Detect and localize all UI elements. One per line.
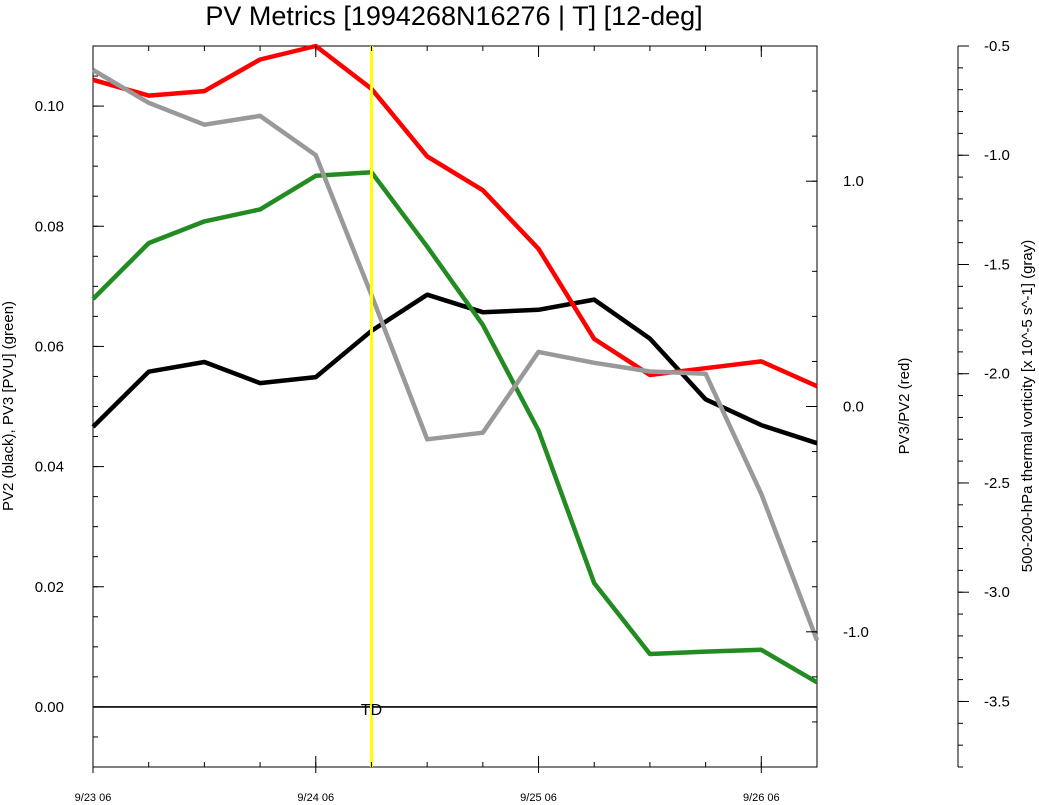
plot-area: TD: [91, 43, 820, 768]
left-tick-label: 0.00: [35, 699, 64, 716]
left-tick-label: 0.10: [35, 98, 64, 115]
x-tick-label: 9/23 06: [75, 792, 112, 804]
series-line-1: [91, 169, 819, 685]
left-axis-label: PV2 (black), PV3 [PVU] (green): [0, 301, 17, 511]
far-right-tick-label: -2.5: [984, 475, 1010, 492]
left-tick-label: 0.06: [35, 338, 64, 355]
td-marker-label: TD: [361, 702, 382, 719]
far-right-tick-label: -1.5: [984, 256, 1010, 273]
far-right-tick-label: -1.0: [984, 147, 1010, 164]
right-axis: 1.0 0.0 -1.0: [806, 45, 869, 768]
left-tick-label: 0.08: [35, 218, 64, 235]
far-right-axis-label: 500-200-hPa thermal vorticity [x 10^-5 s…: [1019, 240, 1036, 573]
plot-frame: [92, 45, 818, 768]
x-tick-label: 9/26 06: [743, 792, 780, 804]
series-line-3: [91, 68, 820, 642]
right-tick-label: 1.0: [843, 173, 864, 190]
right-tick-label: 0.0: [843, 399, 864, 416]
left-axis: 0.00 0.02 0.04 0.06 0.08 0.10: [35, 45, 104, 768]
left-tick-label: 0.04: [35, 459, 64, 476]
series-line-0: [91, 292, 818, 446]
far-right-tick-label: -3.0: [984, 584, 1010, 601]
far-right-axis: -0.5 -1.0 -1.5 -2.0 -2.5 -3.0 -3.5: [957, 38, 1010, 768]
far-right-tick-label: -2.0: [984, 366, 1010, 383]
right-tick-label: -1.0: [843, 624, 869, 641]
x-tick-label: 9/25 06: [520, 792, 557, 804]
series-line-2: [92, 43, 818, 389]
far-right-tick-label: -0.5: [984, 38, 1010, 55]
x-axis: 9/23 06 9/24 06 9/25 06 9/26 06: [75, 46, 818, 804]
chart-title: PV Metrics [1994268N16276 | T] [12-deg]: [205, 1, 702, 31]
far-right-tick-label: -3.5: [984, 693, 1010, 710]
x-tick-label: 9/24 06: [297, 792, 334, 804]
right-axis-label: PV3/PV2 (red): [896, 358, 913, 455]
left-tick-label: 0.02: [35, 579, 64, 596]
